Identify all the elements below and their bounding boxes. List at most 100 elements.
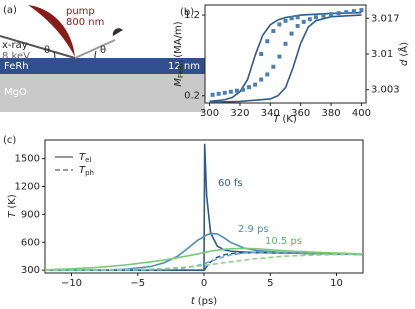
x-axis-symbol: T: [273, 114, 280, 125]
data-point: [321, 13, 326, 18]
x-tick-label: 340: [261, 108, 280, 119]
ferh-layer: [0, 58, 205, 74]
thickness-label: 12 nm: [168, 61, 200, 72]
annotation: 60 fs: [218, 178, 243, 189]
legend-symbol: T: [79, 165, 86, 176]
data-point: [271, 29, 276, 34]
theta-in: θ: [44, 45, 50, 56]
xray-out: [74, 39, 116, 59]
data-point: [295, 15, 300, 20]
data-point: [210, 92, 215, 97]
data-point: [301, 19, 306, 24]
x-tick-label: 5: [267, 278, 273, 289]
annotation: 2.9 ps: [238, 224, 269, 235]
data-point: [307, 17, 312, 22]
x-tick-label: 400: [352, 108, 371, 119]
legend-subscript: ph: [85, 169, 94, 177]
panel-label: (b): [180, 7, 194, 18]
legend-label: Tel: [79, 152, 91, 164]
x-axis-label: T (K): [273, 114, 297, 125]
data-line: [45, 232, 364, 272]
pump-label: pump: [66, 6, 95, 17]
data-point: [351, 9, 356, 14]
y-tick-label: 600: [21, 237, 40, 248]
data-point: [265, 72, 270, 77]
data-line: [44, 253, 364, 272]
x-tick-label: 0: [201, 278, 207, 289]
x-axis-unit: (ps): [198, 296, 217, 307]
data-point: [295, 23, 300, 28]
x-tick-label: −10: [61, 278, 82, 289]
data-point: [222, 90, 227, 95]
y-axis-unit: (K): [7, 194, 18, 208]
y-tick-label: 900: [21, 209, 40, 220]
panel-label: (c): [3, 135, 16, 146]
y-tick-label: 1200: [15, 182, 40, 193]
data-point: [265, 39, 270, 44]
x-tick-label: −5: [130, 278, 145, 289]
y2-axis-unit: (Å): [397, 42, 410, 57]
data-line: [209, 14, 362, 103]
data-point: [289, 31, 294, 36]
y-axis-symbol: M: [173, 78, 184, 87]
annotation: 10.5 ps: [265, 236, 302, 247]
y-tick-label: 300: [21, 265, 40, 276]
legend-label: Tph: [79, 165, 94, 177]
y-tick-label: 1.2: [184, 10, 200, 21]
data-point: [259, 77, 264, 82]
y-axis-symbol: T: [7, 211, 18, 218]
panel-a: (a) pump 800 nm x-ray 8 keV θ θ FeRh 12 …: [0, 5, 205, 112]
y-axis-unit: (MA/m): [173, 21, 184, 57]
y-axis-label: T (K): [7, 194, 18, 218]
y2-tick-label: 3.017: [371, 13, 400, 24]
data-point: [359, 8, 364, 13]
layer-label: FeRh: [4, 61, 29, 72]
data-point: [240, 87, 245, 92]
data-point: [336, 11, 341, 16]
y-axis-label: MFeRh (MA/m): [173, 21, 185, 86]
x-axis-label: t (ps): [191, 296, 217, 307]
data-point: [289, 16, 294, 21]
pump-beam: [28, 5, 75, 57]
y2-axis-label: d (Å): [397, 42, 410, 66]
panel-label: (a): [3, 5, 17, 16]
legend-subscript: el: [85, 156, 91, 164]
y-tick-label: 1500: [15, 154, 40, 165]
x-axis-symbol: t: [191, 296, 196, 307]
data-point: [234, 88, 239, 93]
xray-energy: 8 keV: [2, 51, 30, 62]
data-point: [344, 10, 349, 15]
detector: [112, 28, 123, 36]
data-point: [216, 91, 221, 96]
data-point: [247, 85, 252, 90]
y2-tick-label: 3.003: [371, 85, 400, 96]
data-point: [228, 89, 233, 94]
data-point: [329, 12, 334, 17]
data-point: [253, 82, 258, 87]
x-tick-label: 380: [322, 108, 341, 119]
data-point: [277, 54, 282, 59]
x-tick-label: 10: [330, 278, 343, 289]
x-tick-label: 360: [291, 108, 310, 119]
y2-axis-symbol: d: [399, 59, 410, 66]
theta-arc: [53, 51, 56, 59]
x-axis-unit: (K): [282, 114, 296, 125]
theta-out: θ: [100, 45, 106, 56]
data-line: [45, 143, 364, 272]
x-tick-label: 300: [200, 108, 219, 119]
data-point: [259, 52, 264, 56]
mgo-substrate: [0, 74, 205, 112]
data-point: [283, 18, 288, 23]
xray-in: [0, 35, 76, 59]
data-point: [313, 15, 318, 20]
data-line: [209, 11, 362, 103]
legend-symbol: T: [79, 152, 86, 163]
xray-label: x-ray: [2, 40, 28, 51]
substrate-label: MgO: [4, 87, 27, 98]
y-tick-label: 0.2: [184, 91, 200, 102]
pump-wavelength: 800 nm: [66, 17, 104, 28]
data-line: [44, 247, 364, 271]
x-tick-label: 320: [230, 108, 249, 119]
y2-tick-label: 3.01: [371, 49, 393, 60]
